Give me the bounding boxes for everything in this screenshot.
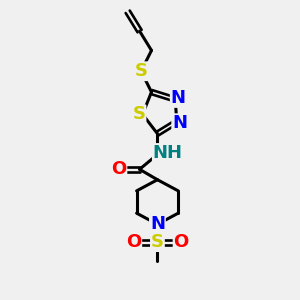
Text: NH: NH [153,144,183,162]
Text: O: O [126,233,141,251]
Text: N: N [172,114,187,132]
Text: S: S [133,105,146,123]
Text: N: N [171,89,186,107]
Text: N: N [150,215,165,233]
Text: S: S [135,62,148,80]
Text: O: O [111,160,126,178]
Text: O: O [174,233,189,251]
Text: S: S [151,233,164,251]
